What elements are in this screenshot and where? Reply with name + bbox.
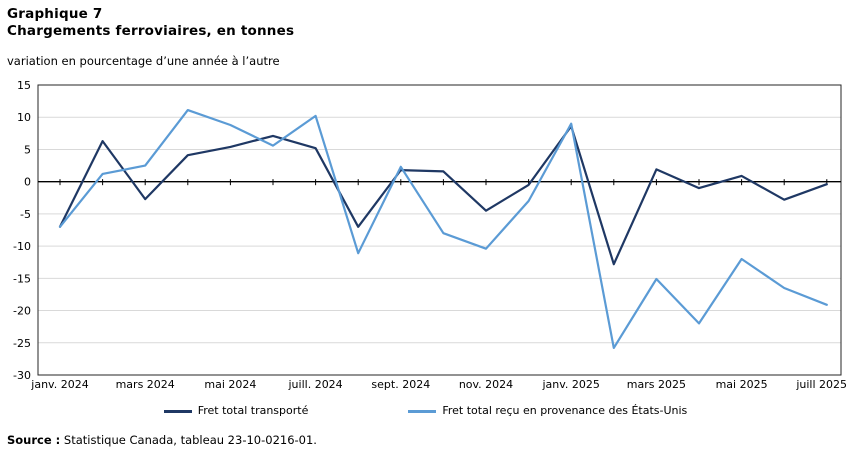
source-note: Source : Statistique Canada, tableau 23-… (7, 433, 317, 447)
chart-title: Chargements ferroviaires, en tonnes (7, 23, 295, 39)
svg-text:5: 5 (24, 143, 31, 156)
series-line-fret-total-re-u-en-provenance-des-tats-unis (58, 108, 828, 349)
legend-swatch (408, 409, 437, 413)
y-gridlines (38, 116, 841, 344)
svg-text:mai 2025: mai 2025 (716, 378, 768, 391)
svg-text:sept. 2024: sept. 2024 (371, 378, 430, 391)
source-label: Source : (7, 433, 61, 447)
y-axis-labels: 15 10 5 0 -5 -10 -15 -20 -25 -30 (13, 79, 31, 382)
x-axis-labels: janv. 2024 mars 2024 mai 2024 juill. 2024 se… (30, 378, 847, 391)
svg-text:-5: -5 (20, 208, 31, 221)
svg-text:0: 0 (24, 176, 31, 189)
chart-header: Graphique 7 Chargements ferroviaires, en… (7, 6, 294, 68)
plot-border (37, 84, 842, 376)
legend-label: Fret total reçu en provenance des États-… (442, 404, 688, 417)
svg-text:-25: -25 (13, 337, 31, 350)
svg-text:15: 15 (17, 79, 31, 92)
svg-text:-20: -20 (13, 305, 31, 318)
svg-text:mars 2024: mars 2024 (116, 378, 175, 391)
x-axis-zero-line (38, 179, 841, 186)
legend-item-fret-total-recu-etats-unis: Fret total reçu en provenance des États-… (408, 403, 687, 419)
svg-text:mai 2024: mai 2024 (204, 378, 256, 391)
svg-text:10: 10 (17, 111, 31, 124)
source-text: Statistique Canada, tableau 23-10-0216-0… (60, 433, 317, 447)
series-line-fret-total-transport- (58, 125, 828, 266)
svg-text:nov. 2024: nov. 2024 (459, 378, 513, 391)
svg-text:juill 2025: juill 2025 (795, 378, 847, 391)
legend-label: Fret total transporté (197, 404, 309, 417)
legend: Fret total transporté Fret total reçu en… (0, 403, 851, 419)
svg-text:janv. 2025: janv. 2025 (541, 378, 599, 391)
svg-text:-15: -15 (13, 272, 31, 285)
svg-text:juill. 2024: juill. 2024 (288, 378, 343, 391)
svg-text:-30: -30 (13, 369, 31, 382)
svg-text:mars 2025: mars 2025 (627, 378, 686, 391)
svg-text:janv. 2024: janv. 2024 (30, 378, 88, 391)
chart-number-title: Graphique 7 (7, 6, 103, 22)
chart-subtitle: variation en pourcentage d’une année à l… (7, 54, 280, 68)
svg-text:-10: -10 (13, 240, 31, 253)
legend-item-fret-total-transporte: Fret total transporté (163, 403, 309, 419)
legend-swatch (163, 409, 192, 413)
